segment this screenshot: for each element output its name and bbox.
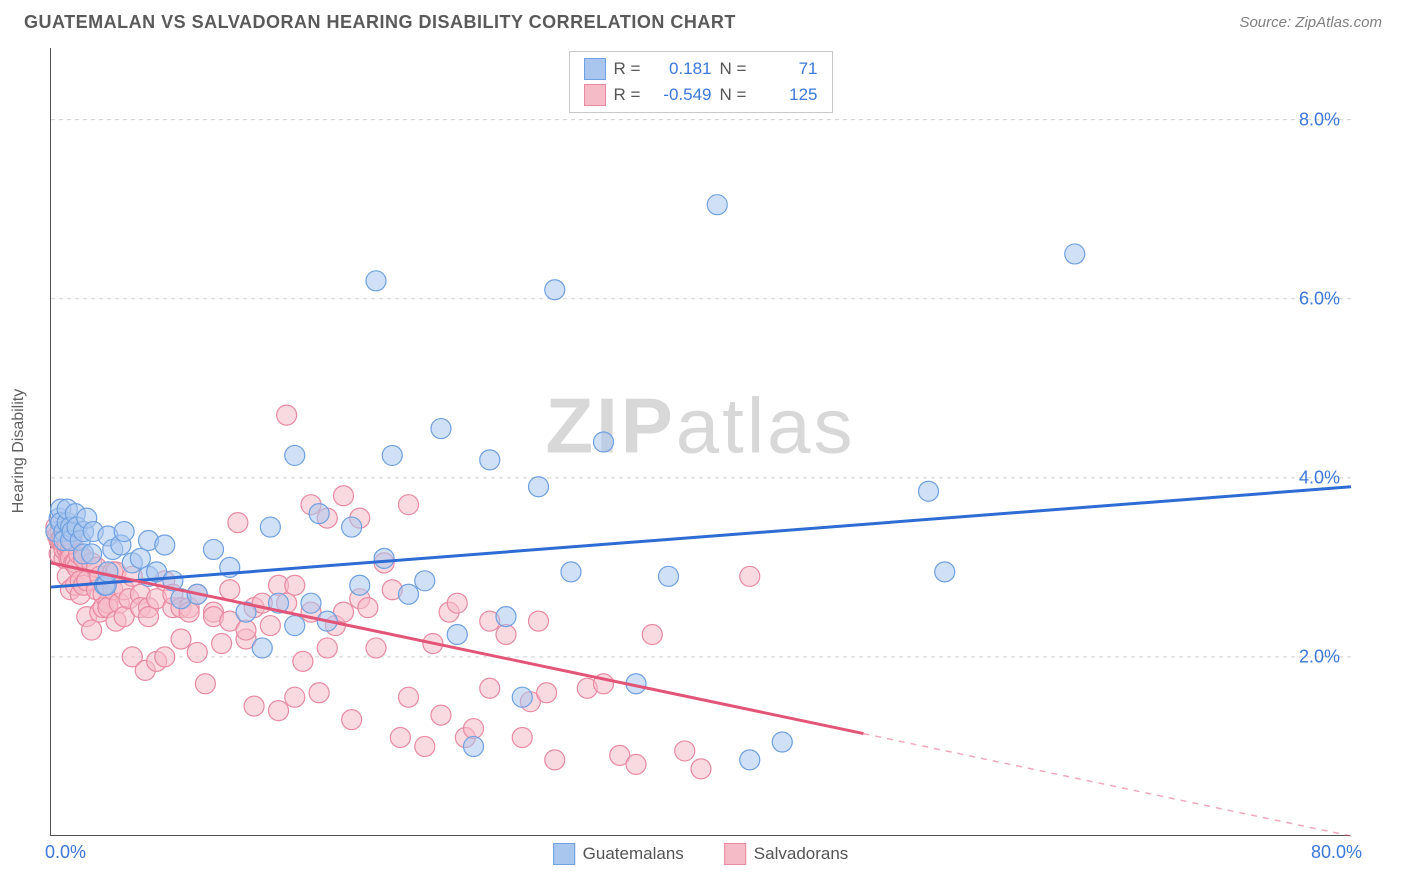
legend-item-salvadorans: Salvadorans (724, 843, 849, 865)
series-legend: Guatemalans Salvadorans (553, 843, 849, 865)
swatch-icon (553, 843, 575, 865)
swatch-salvadorans (584, 84, 606, 106)
n-label: N = (720, 85, 750, 105)
x-tick-label: 0.0% (45, 842, 86, 863)
n-value-guatemalans: 71 (758, 59, 818, 79)
legend-row-salvadorans: R = -0.549 N = 125 (584, 84, 818, 106)
correlation-legend: R = 0.181 N = 71 R = -0.549 N = 125 (569, 51, 833, 113)
chart-title: GUATEMALAN VS SALVADORAN HEARING DISABIL… (24, 12, 736, 33)
r-label: R = (614, 59, 644, 79)
r-value-guatemalans: 0.181 (652, 59, 712, 79)
legend-item-guatemalans: Guatemalans (553, 843, 684, 865)
swatch-icon (724, 843, 746, 865)
r-label: R = (614, 85, 644, 105)
r-value-salvadorans: -0.549 (652, 85, 712, 105)
y-axis-label: Hearing Disability (10, 388, 28, 513)
y-tick-label: 4.0% (1299, 467, 1340, 488)
chart-plot-area: Hearing Disability ZIPatlas R = 0.181 N … (50, 48, 1350, 836)
x-tick-label: 80.0% (1311, 842, 1362, 863)
source-label: Source: ZipAtlas.com (1239, 14, 1382, 31)
legend-label: Guatemalans (583, 844, 684, 864)
legend-row-guatemalans: R = 0.181 N = 71 (584, 58, 818, 80)
legend-label: Salvadorans (754, 844, 849, 864)
y-tick-label: 2.0% (1299, 646, 1340, 667)
n-value-salvadorans: 125 (758, 85, 818, 105)
swatch-guatemalans (584, 58, 606, 80)
n-label: N = (720, 59, 750, 79)
y-tick-label: 8.0% (1299, 109, 1340, 130)
y-tick-label: 6.0% (1299, 288, 1340, 309)
trend-lines-layer (51, 48, 1350, 835)
